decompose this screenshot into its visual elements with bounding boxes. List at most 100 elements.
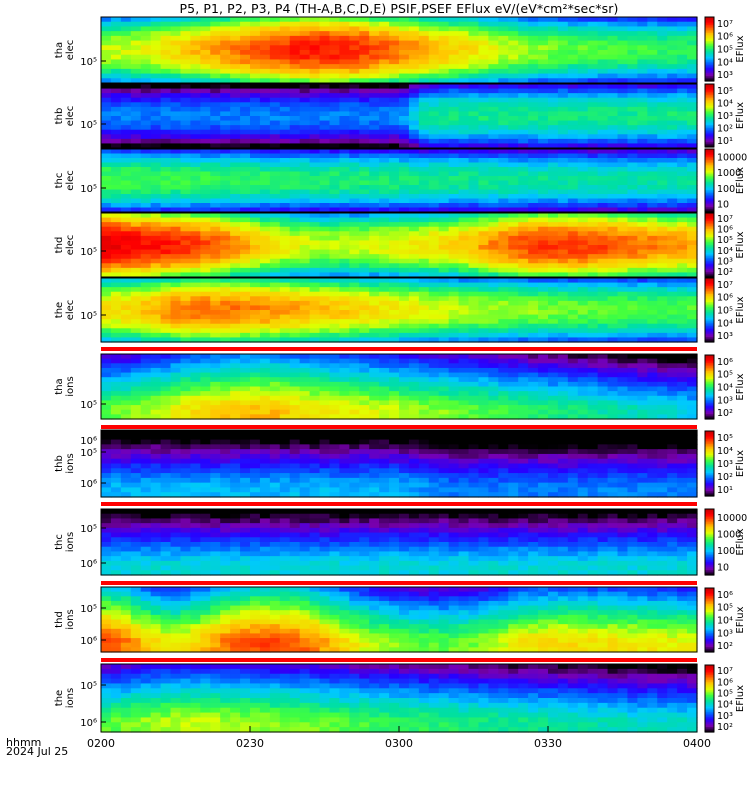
colorbar-segment [705,109,714,112]
heatmap-cell [230,59,241,65]
heatmap-cell [418,64,430,70]
heatmap-cell [180,282,191,288]
heatmap-cell [667,254,678,260]
heatmap-cell [557,231,569,237]
heatmap-cell [160,282,172,288]
heatmap-cell [269,158,281,164]
heatmap-cell [140,102,152,108]
colorbar-segment [705,113,714,117]
heatmap-cell [140,235,152,242]
heatmap-cell [369,409,380,415]
heatmap-cell [130,258,142,264]
heatmap-cell [379,180,390,186]
heatmap-cell [458,158,470,164]
heatmap-cell [160,149,172,155]
heatmap-cell [687,272,698,278]
heatmap-cell [657,167,668,173]
heatmap-cell [150,176,162,182]
heatmap-cell [101,68,112,75]
heatmap-cell [488,222,499,228]
colorbar-segment [705,160,714,163]
heatmap-cell [210,116,221,122]
heatmap-cell [667,176,678,182]
heatmap-cell [418,40,430,46]
heatmap-cell [120,267,132,274]
heatmap-cell [110,377,122,383]
heatmap-cell [329,203,340,209]
heatmap-cell [279,93,291,99]
heatmap-cell [250,381,261,388]
heatmap-cell [329,68,340,75]
heatmap-cell [269,176,281,182]
heatmap-cell [379,162,390,168]
heatmap-cell [399,21,410,28]
heatmap-cell [538,125,549,131]
heatmap-cell [508,222,519,228]
heatmap-cell [607,332,619,339]
heatmap-cell [230,363,241,369]
heatmap-cell [120,134,132,140]
heatmap-cell [498,337,509,343]
heatmap-cell [289,222,301,228]
heatmap-cell [210,111,221,117]
heatmap-cell [150,267,162,274]
heatmap-cell [369,282,380,288]
heatmap-cell [567,203,579,209]
heatmap-cell [389,54,400,61]
heatmap-cell [319,194,331,200]
heatmap-cell [408,171,420,177]
heatmap-cell [518,226,529,232]
heatmap-cell [369,235,380,242]
heatmap-cell [428,305,440,311]
heatmap-cell [627,231,638,237]
heatmap-cell [259,377,271,383]
heatmap-cell [687,278,698,284]
heatmap-cell [587,116,599,122]
heatmap-cell [150,395,162,402]
heatmap-cell [587,185,599,191]
heatmap-cell [667,134,678,140]
heatmap-cell [150,180,162,186]
heatmap-cell [349,377,360,383]
heatmap-cell [369,386,380,392]
heatmap-cell [667,213,678,219]
heatmap-cell [468,354,480,360]
heatmap-cell [110,207,122,213]
heatmap-cell [687,231,698,237]
heatmap-cell [627,180,638,186]
heatmap-cell [548,125,559,131]
heatmap-cell [657,310,668,316]
heatmap-cell [339,102,350,108]
heatmap-cell [200,217,211,223]
heatmap-cell [657,116,668,122]
colorbar-segment [705,143,714,147]
heatmap-cell [220,153,231,159]
heatmap-cell [379,198,390,204]
heatmap-cell [110,400,122,406]
heatmap-cell [488,254,499,260]
heatmap-cell [468,194,480,200]
heatmap-cell [230,134,241,140]
heatmap-cell [577,35,589,42]
heatmap-cell [548,226,559,232]
heatmap-cell [488,120,499,126]
heatmap-cell [220,291,231,297]
heatmap-cell [269,21,281,28]
heatmap-cell [488,35,499,42]
heatmap-cell [677,106,688,113]
heatmap-cell [190,363,201,369]
heatmap-cell [548,64,559,70]
heatmap-cell [150,125,162,131]
heatmap-cell [498,68,509,75]
heatmap-cell [399,328,410,334]
heatmap-cell [369,59,380,65]
heatmap-cell [587,222,599,228]
heatmap-cell [567,287,579,293]
heatmap-cell [637,314,648,320]
heatmap-cell [110,180,122,186]
heatmap-cell [438,50,450,56]
heatmap-cell [250,377,261,383]
heatmap-cell [289,73,301,79]
heatmap-cell [339,300,350,307]
heatmap-cell [627,167,638,173]
